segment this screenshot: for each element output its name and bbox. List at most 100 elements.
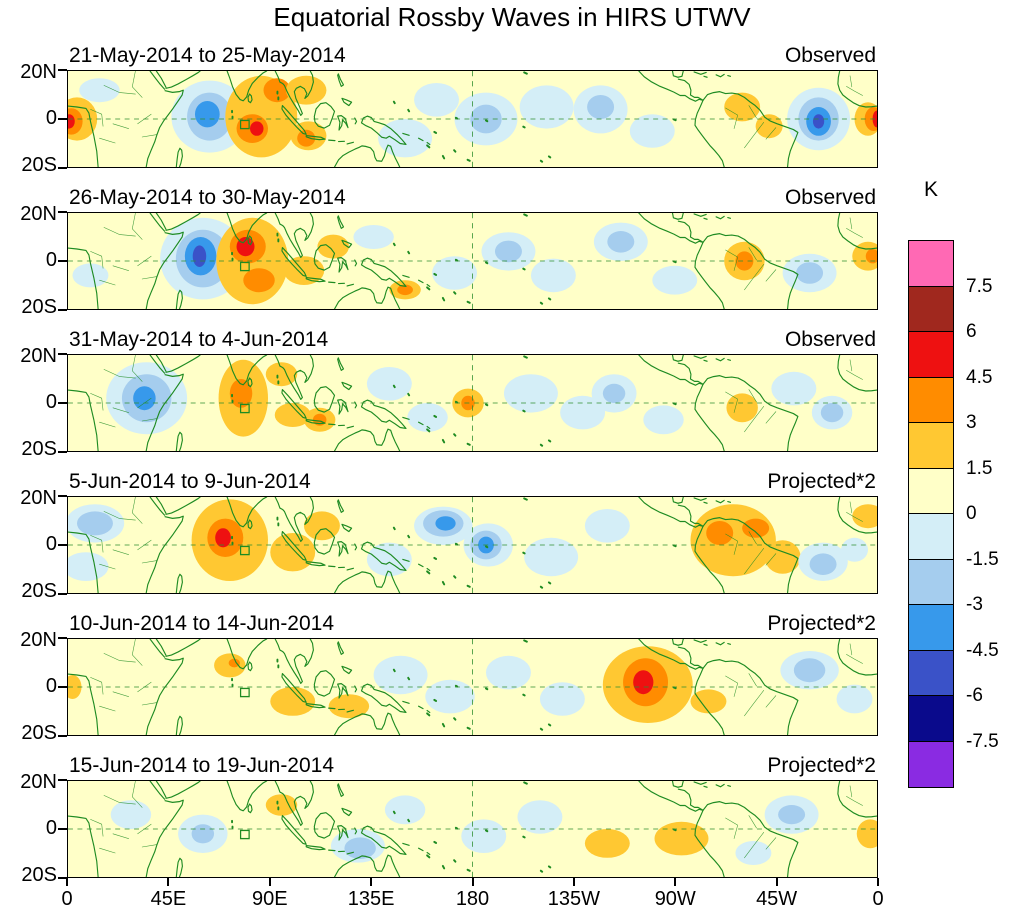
anomaly-blob bbox=[265, 794, 298, 816]
anomaly-blob bbox=[633, 670, 654, 695]
colorbar-segment bbox=[908, 558, 954, 606]
colorbar-segment bbox=[908, 604, 954, 651]
anomaly-blob bbox=[344, 837, 376, 859]
region-marker bbox=[239, 261, 250, 272]
y-axis-tick bbox=[58, 686, 67, 688]
y-axis-tick bbox=[58, 495, 67, 497]
panel-type-label: Projected*2 bbox=[767, 612, 876, 635]
map-panel-2 bbox=[67, 212, 878, 310]
y-axis-tick bbox=[58, 544, 67, 546]
x-axis-tick bbox=[471, 878, 474, 886]
y-axis-label-20s: 20S bbox=[21, 864, 57, 886]
map-panel-3 bbox=[67, 354, 878, 452]
y-axis-label-0: 0 bbox=[45, 249, 57, 271]
x-axis-label: 135W bbox=[547, 888, 600, 910]
panel-period-label: 26-May-2014 to 30-May-2014 bbox=[69, 186, 346, 209]
x-axis-tick bbox=[167, 878, 170, 886]
colorbar-segment bbox=[908, 695, 954, 742]
y-axis-tick bbox=[58, 353, 67, 355]
anomaly-blob bbox=[654, 821, 709, 856]
y-axis-tick bbox=[58, 593, 67, 595]
anomaly-blob bbox=[602, 383, 626, 403]
panels-column: 21-May-2014 to 25-May-2014 Observed 20N … bbox=[20, 40, 884, 912]
panel-type-label: Observed bbox=[784, 44, 876, 67]
colorbar-tick-label: -7.5 bbox=[966, 731, 999, 752]
anomaly-field bbox=[106, 359, 853, 437]
colorbar-tick-label: 3 bbox=[966, 412, 977, 433]
y-axis-label-20n: 20N bbox=[20, 61, 57, 83]
anomaly-blob bbox=[706, 521, 734, 545]
y-axis-tick bbox=[58, 828, 67, 830]
colorbar-tick-label: -6 bbox=[966, 685, 983, 706]
anomaly-blob bbox=[250, 121, 264, 136]
anomaly-blob bbox=[407, 403, 448, 432]
x-axis: 0 45E 90E 135E 180 135W 90W 45W 0 bbox=[61, 878, 884, 912]
panel-type-label: Observed bbox=[784, 186, 876, 209]
colorbar-tick-label: 7.5 bbox=[966, 276, 993, 297]
anomaly-blob bbox=[270, 533, 316, 572]
map-panel-4 bbox=[67, 496, 878, 594]
panel-period-label: 21-May-2014 to 25-May-2014 bbox=[69, 44, 346, 67]
y-axis-label-20n: 20N bbox=[20, 487, 57, 509]
x-axis-label: 180 bbox=[455, 888, 490, 910]
colorbar-segment bbox=[908, 331, 954, 378]
anomaly-blob bbox=[809, 553, 837, 575]
anomaly-blob bbox=[373, 655, 428, 695]
x-axis-label: 135E bbox=[347, 888, 395, 910]
y-axis-label-0: 0 bbox=[45, 533, 57, 555]
colorbar-tick-label: -3 bbox=[966, 594, 983, 615]
anomaly-blob bbox=[283, 256, 325, 285]
y-axis-tick bbox=[58, 260, 67, 262]
x-axis-tick bbox=[572, 878, 575, 886]
anomaly-blob bbox=[539, 682, 585, 716]
anomaly-blob bbox=[68, 108, 83, 135]
panel-period-label: 31-May-2014 to 4-Jun-2014 bbox=[69, 328, 329, 351]
colorbar-segment bbox=[908, 740, 954, 788]
anomaly-blob bbox=[76, 511, 113, 536]
anomaly-blob bbox=[793, 658, 826, 683]
anomaly-blob bbox=[110, 800, 152, 829]
map-panel-5 bbox=[67, 638, 878, 736]
anomaly-blob bbox=[270, 687, 316, 716]
anomaly-blob bbox=[485, 655, 531, 690]
anomaly-blob bbox=[68, 114, 75, 129]
x-axis-label: 45W bbox=[756, 888, 798, 910]
y-axis-tick bbox=[58, 211, 67, 213]
anomaly-blob bbox=[133, 386, 156, 411]
anomaly-blob bbox=[228, 658, 240, 668]
y-axis-label-20n: 20N bbox=[20, 345, 57, 367]
x-axis-label: 90W bbox=[654, 888, 696, 910]
anomaly-blob bbox=[587, 95, 615, 119]
panel-type-label: Projected*2 bbox=[767, 470, 876, 493]
x-axis-label: 45E bbox=[150, 888, 187, 910]
y-axis-label-20s: 20S bbox=[21, 296, 57, 318]
anomaly-blob bbox=[435, 516, 456, 531]
y-axis-label-20s: 20S bbox=[21, 722, 57, 744]
panel-3: 31-May-2014 to 4-Jun-2014 Observed 20N 0… bbox=[20, 324, 878, 466]
y-axis-tick bbox=[58, 451, 67, 453]
x-axis-label: 0 bbox=[61, 888, 73, 910]
colorbar: K 7.5 6 4.5 3 1.5 0 -1.5 -3 -4.5 -6 -7.5 bbox=[908, 178, 999, 788]
anomaly-blob bbox=[771, 371, 817, 406]
y-axis-tick bbox=[58, 402, 67, 404]
map-panel-1 bbox=[67, 70, 878, 168]
anomaly-blob bbox=[215, 528, 231, 548]
anomaly-blob bbox=[328, 694, 370, 719]
anomaly-blob bbox=[243, 268, 275, 293]
map-panel-6 bbox=[67, 780, 878, 878]
anomaly-blob bbox=[652, 265, 698, 295]
anomaly-blob bbox=[724, 92, 761, 122]
anomaly-blob bbox=[820, 403, 844, 423]
anomaly-blob bbox=[192, 245, 207, 267]
colorbar-title: K bbox=[923, 178, 938, 201]
anomaly-blob bbox=[742, 518, 770, 538]
anomaly-blob bbox=[229, 379, 253, 408]
colorbar-tick-label: -4.5 bbox=[966, 640, 999, 661]
x-axis-tick bbox=[268, 878, 271, 886]
anomaly-blob bbox=[796, 262, 824, 284]
anomaly-field bbox=[68, 75, 877, 158]
region-marker bbox=[239, 119, 250, 130]
y-axis-label-0: 0 bbox=[45, 107, 57, 129]
x-axis-tick bbox=[775, 878, 778, 886]
colorbar-tick-label: 0 bbox=[966, 503, 977, 524]
